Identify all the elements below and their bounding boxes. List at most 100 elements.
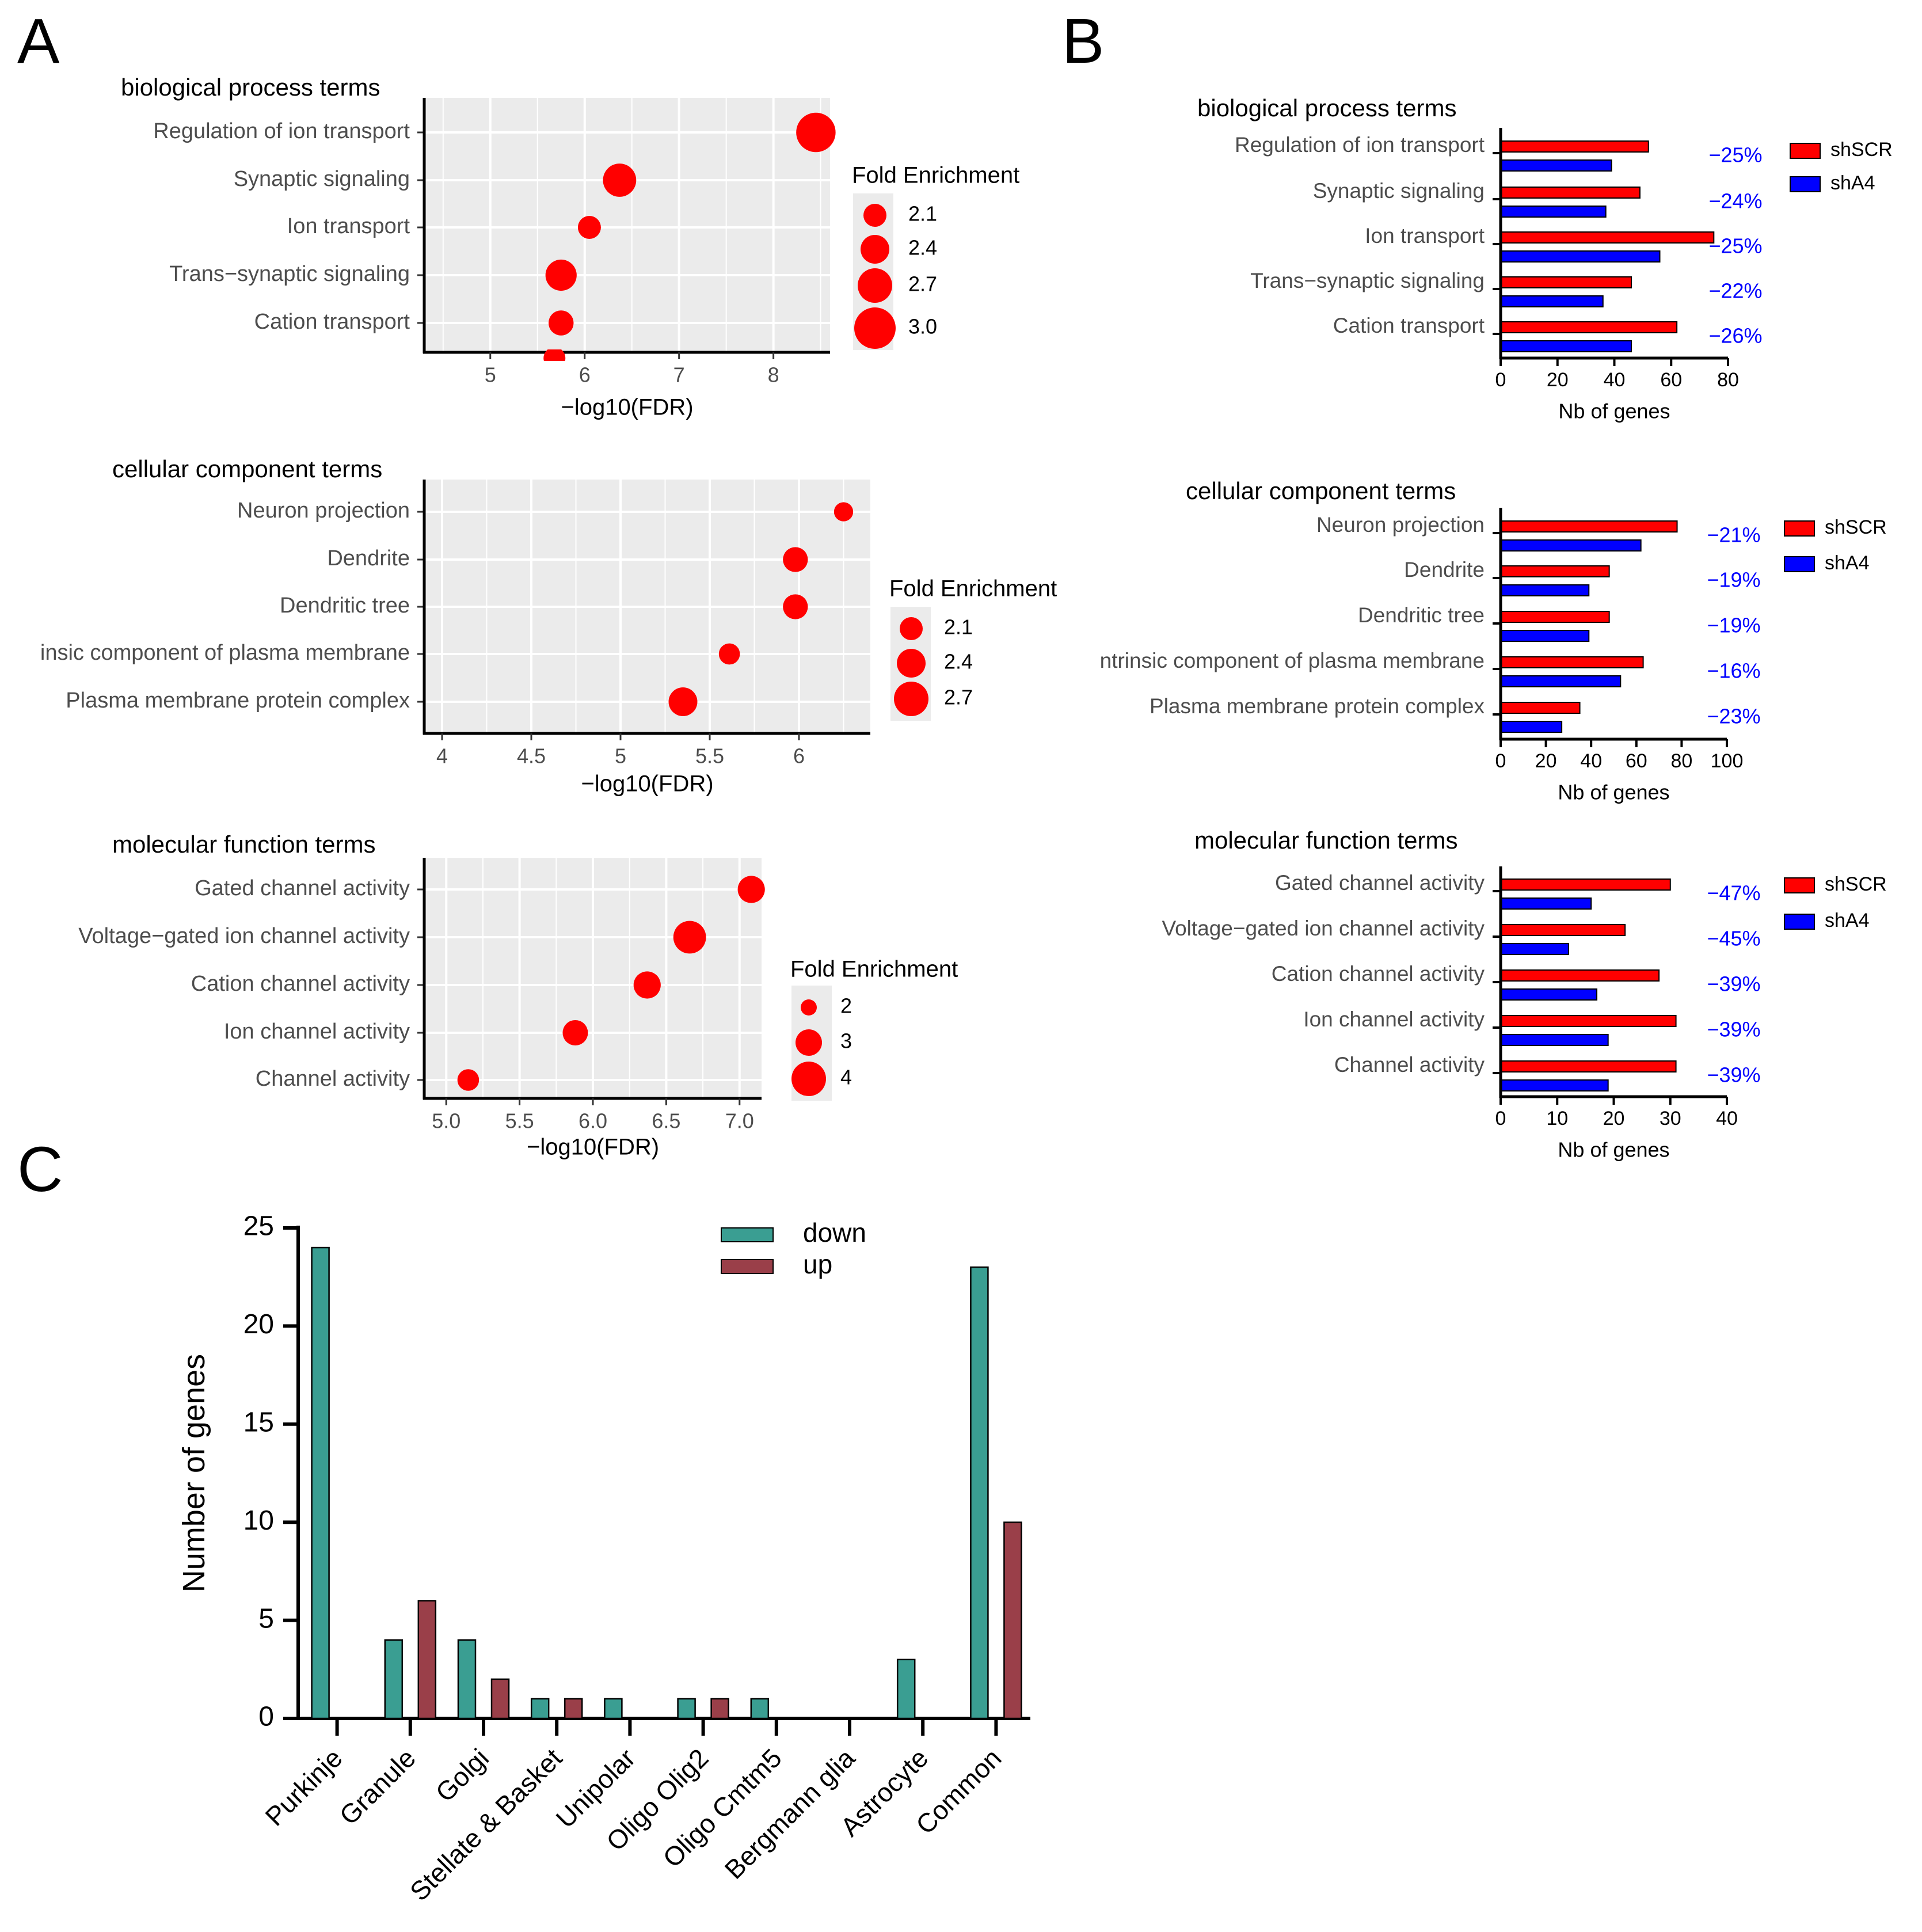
a2-category-label: Dendrite [327, 546, 410, 571]
c-ytick-label: 0 [258, 1702, 274, 1732]
b3-bar-shSCR [1500, 1015, 1677, 1027]
b2-xtick-label: 100 [1711, 750, 1744, 772]
a2-category-label: insic component of plasma membrane [40, 641, 410, 665]
c-bar-down [457, 1639, 477, 1720]
b1-legend-swatch-shA4 [1790, 176, 1821, 192]
a2-point [783, 594, 808, 619]
b2-xlabel: Nb of genes [1558, 781, 1669, 804]
b1-bar-shA4 [1500, 250, 1661, 263]
a2-legend-value: 2.1 [944, 615, 973, 639]
a3-legend-title: Fold Enrichment [790, 957, 958, 982]
b2-bar-shSCR [1500, 611, 1610, 623]
a3-point [737, 876, 765, 903]
c-bar-down [896, 1659, 916, 1720]
b1-pct-annotation: −25% [1708, 234, 1762, 258]
a3-point [562, 1020, 588, 1045]
c-bar-down [530, 1698, 550, 1720]
b3-category-label: Channel activity [1334, 1053, 1485, 1077]
a1-xtick-label: 7 [673, 363, 685, 387]
a3-xtick-label: 6.5 [652, 1109, 680, 1133]
b1-xtick-label: 60 [1660, 369, 1682, 391]
b1-xtick-label: 0 [1495, 369, 1506, 391]
a3-category-label: Ion channel activity [224, 1020, 410, 1044]
c-category-label: Granule [333, 1743, 421, 1830]
a1-legend-point [858, 268, 892, 303]
c-bar-up [564, 1698, 583, 1720]
b1-xtick-label: 40 [1604, 369, 1626, 391]
a1-category-label: Synaptic signaling [234, 167, 410, 191]
b1-xtick-label: 80 [1717, 369, 1739, 391]
a2-category-label: Dendritic tree [280, 594, 410, 618]
b2-xtick-label: 40 [1580, 750, 1602, 772]
a2-point [668, 687, 698, 716]
b3-pct-annotation: −45% [1707, 927, 1760, 950]
a3-legend-value: 2 [840, 994, 852, 1018]
b3-xtick-label: 30 [1660, 1108, 1681, 1129]
a1-legend-value: 2.7 [908, 272, 937, 296]
b2-legend-swatch-shSCR [1784, 520, 1815, 537]
a1-legend-value: 2.4 [908, 236, 937, 260]
b1-title: biological process terms [1197, 94, 1457, 121]
b2-xtick-label: 20 [1535, 750, 1557, 772]
b2-pct-annotation: −19% [1707, 614, 1760, 637]
b1-xlabel: Nb of genes [1558, 400, 1670, 423]
b1-xtick-label: 20 [1547, 369, 1569, 391]
c-bar-down [384, 1639, 404, 1720]
b3-category-label: Ion channel activity [1303, 1007, 1485, 1031]
a3-legend-point [791, 1062, 826, 1096]
b3-legend-swatch-shSCR [1784, 877, 1815, 893]
a1-legend-point [861, 235, 889, 264]
a3-category-label: Gated channel activity [195, 876, 410, 900]
a3-xlabel: −log10(FDR) [527, 1135, 659, 1160]
a3-point [673, 921, 706, 954]
c-category-label: Golgi [429, 1743, 494, 1808]
c-category-label: Purkinje [259, 1743, 348, 1831]
b3-bar-shA4 [1500, 943, 1569, 955]
b3-xlabel: Nb of genes [1558, 1138, 1669, 1162]
a2-xtick-label: 5.5 [695, 744, 724, 768]
b1-bar-shA4 [1500, 340, 1632, 352]
b2-category-label: Dendritic tree [1358, 603, 1485, 627]
b2-category-label: Plasma membrane protein complex [1150, 694, 1485, 718]
b1-legend-label: shA4 [1830, 172, 1875, 194]
b1-pct-annotation: −24% [1708, 189, 1762, 213]
a2-legend-title: Fold Enrichment [889, 576, 1057, 602]
a3-legend-value: 4 [840, 1066, 852, 1089]
c-legend-label: down [803, 1218, 866, 1248]
b2-bar-shA4 [1500, 675, 1622, 687]
a2-legend-value: 2.4 [944, 650, 973, 674]
b1-bar-shA4 [1500, 206, 1607, 218]
a2-category-label: Plasma membrane protein complex [66, 689, 410, 713]
a1-category-label: Regulation of ion transport [153, 119, 410, 143]
a3-category-label: Voltage−gated ion channel activity [78, 924, 410, 948]
a3-point [633, 971, 661, 999]
a2-legend-point [894, 682, 928, 716]
b3-legend-swatch-shA4 [1784, 914, 1815, 930]
a1-legend-value: 2.1 [908, 202, 937, 226]
b3-pct-annotation: −39% [1707, 1063, 1760, 1087]
a3-title: molecular function terms [112, 831, 376, 858]
a3-category-label: Cation channel activity [191, 972, 410, 996]
b2-category-label: Dendrite [1404, 558, 1485, 581]
a1-category-label: Ion transport [287, 214, 410, 238]
b2-bar-shSCR [1500, 520, 1678, 533]
b2-bar-shSCR [1500, 565, 1610, 577]
b3-xtick-label: 40 [1716, 1108, 1738, 1129]
b2-bar-shSCR [1500, 656, 1644, 668]
b3-xtick-label: 10 [1546, 1108, 1568, 1129]
a1-category-label: Cation transport [254, 310, 410, 334]
c-bar-up [1003, 1521, 1022, 1720]
a1-legend-title: Fold Enrichment [852, 163, 1019, 188]
a3-legend-point [796, 1029, 822, 1056]
a1-clipped-point-group [543, 349, 566, 361]
a1-point [577, 216, 601, 239]
b3-bar-shA4 [1500, 1079, 1609, 1091]
a2-category-label: Neuron projection [237, 499, 410, 523]
b1-pct-annotation: −25% [1708, 143, 1762, 167]
c-legend-label: up [803, 1249, 832, 1279]
b2-pct-annotation: −19% [1707, 568, 1760, 592]
a2-point [718, 643, 740, 665]
a1-xtick-label: 6 [579, 363, 591, 387]
a2-legend-point [900, 617, 923, 640]
